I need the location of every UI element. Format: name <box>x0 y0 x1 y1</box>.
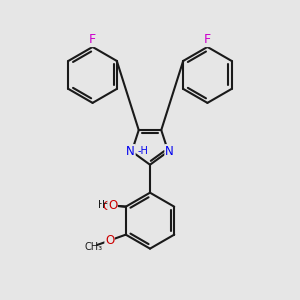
Text: N: N <box>165 145 174 158</box>
Text: N: N <box>126 145 135 158</box>
Text: O: O <box>105 234 114 247</box>
Text: CH₃: CH₃ <box>84 242 102 252</box>
Text: O: O <box>103 200 112 213</box>
Text: -H: -H <box>137 146 148 157</box>
Text: F: F <box>89 33 96 46</box>
Text: H: H <box>102 200 110 210</box>
Text: H: H <box>98 200 106 210</box>
Text: O: O <box>108 199 117 212</box>
Text: F: F <box>204 33 211 46</box>
